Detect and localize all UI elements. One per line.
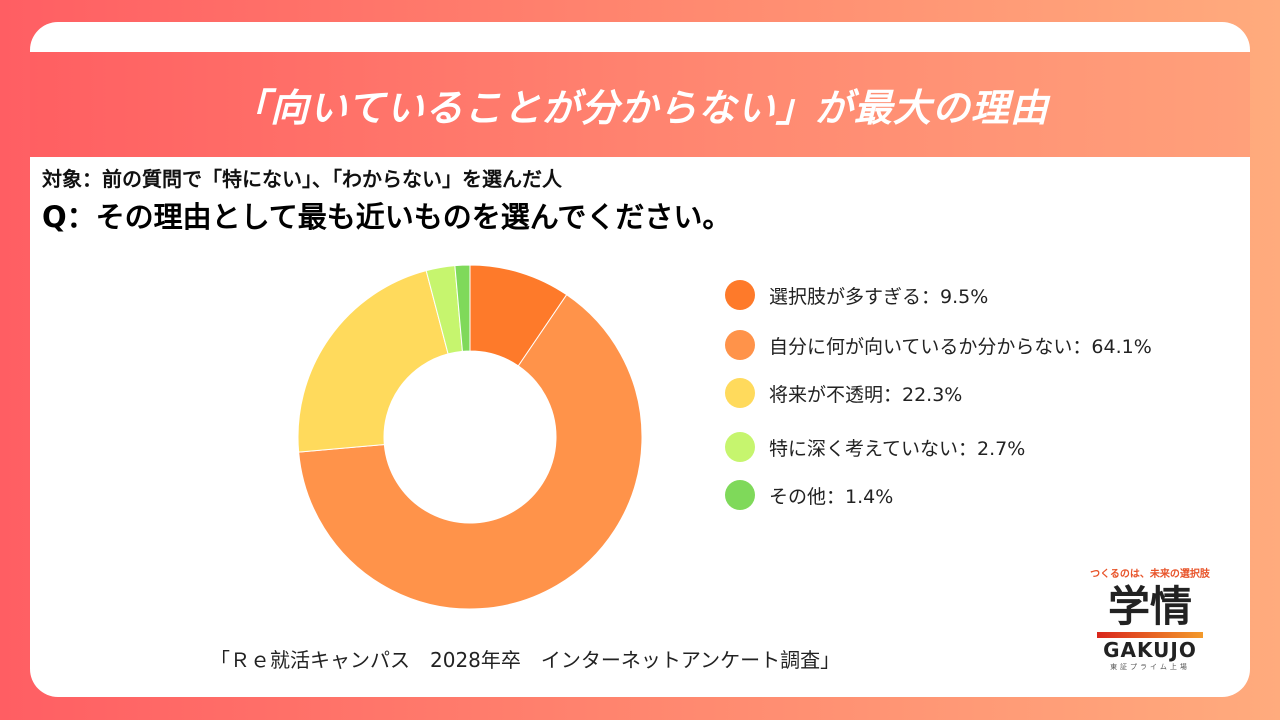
gakujo-logo: つくるのは、未来の選択肢 学情 GAKUJO 東証プライム上場 [1085,565,1215,672]
donut-slice-5 [454,264,471,352]
legend-swatch [725,432,755,462]
legend-swatch [725,280,755,310]
logo-bar [1097,632,1203,639]
legend-label: その他：1.4% [769,485,894,508]
logo-sub: 東証プライム上場 [1110,663,1190,672]
legend-label: 自分に何が向いているか分からない：64.1% [769,335,1152,358]
legend-label: 選択肢が多すぎる：9.5% [769,285,989,308]
logo-tagline: つくるのは、未来の選択肢 [1090,569,1210,580]
banner-title: 「向いていることが分からない」が最大の理由 [231,86,1049,130]
legend-label: 特に深く考えていない：2.7% [769,437,1026,460]
legend-swatch [725,480,755,510]
donut-chart [297,264,643,610]
logo-kanji: 学情 [1107,582,1192,631]
legend-label: 将来が不透明：22.3% [769,383,963,406]
legend-item: 自分に何が向いているか分からない：64.1% [725,330,1152,360]
legend-item: 選択肢が多すぎる：9.5% [725,280,988,310]
logo-latin: GAKUJO [1103,638,1197,663]
title-banner: 「向いていることが分からない」が最大の理由 [30,52,1250,157]
legend-swatch [725,330,755,360]
donut-slice-2 [298,294,643,610]
donut-slice-3 [297,270,449,453]
content-card: 「向いていることが分からない」が最大の理由 対象：前の質問で「特にない」、「わか… [30,22,1250,697]
legend-item: その他：1.4% [725,480,893,510]
survey-question: Q：その理由として最も近いものを選んでください。 [42,200,732,234]
survey-target: 対象：前の質問で「特にない」、「わからない」を選んだ人 [42,167,562,191]
survey-source: 「Ｒｅ就活キャンパス 2028年卒 インターネットアンケート調査」 [210,648,841,672]
legend-swatch [725,378,755,408]
legend-item: 特に深く考えていない：2.7% [725,432,1025,462]
legend-item: 将来が不透明：22.3% [725,378,962,408]
